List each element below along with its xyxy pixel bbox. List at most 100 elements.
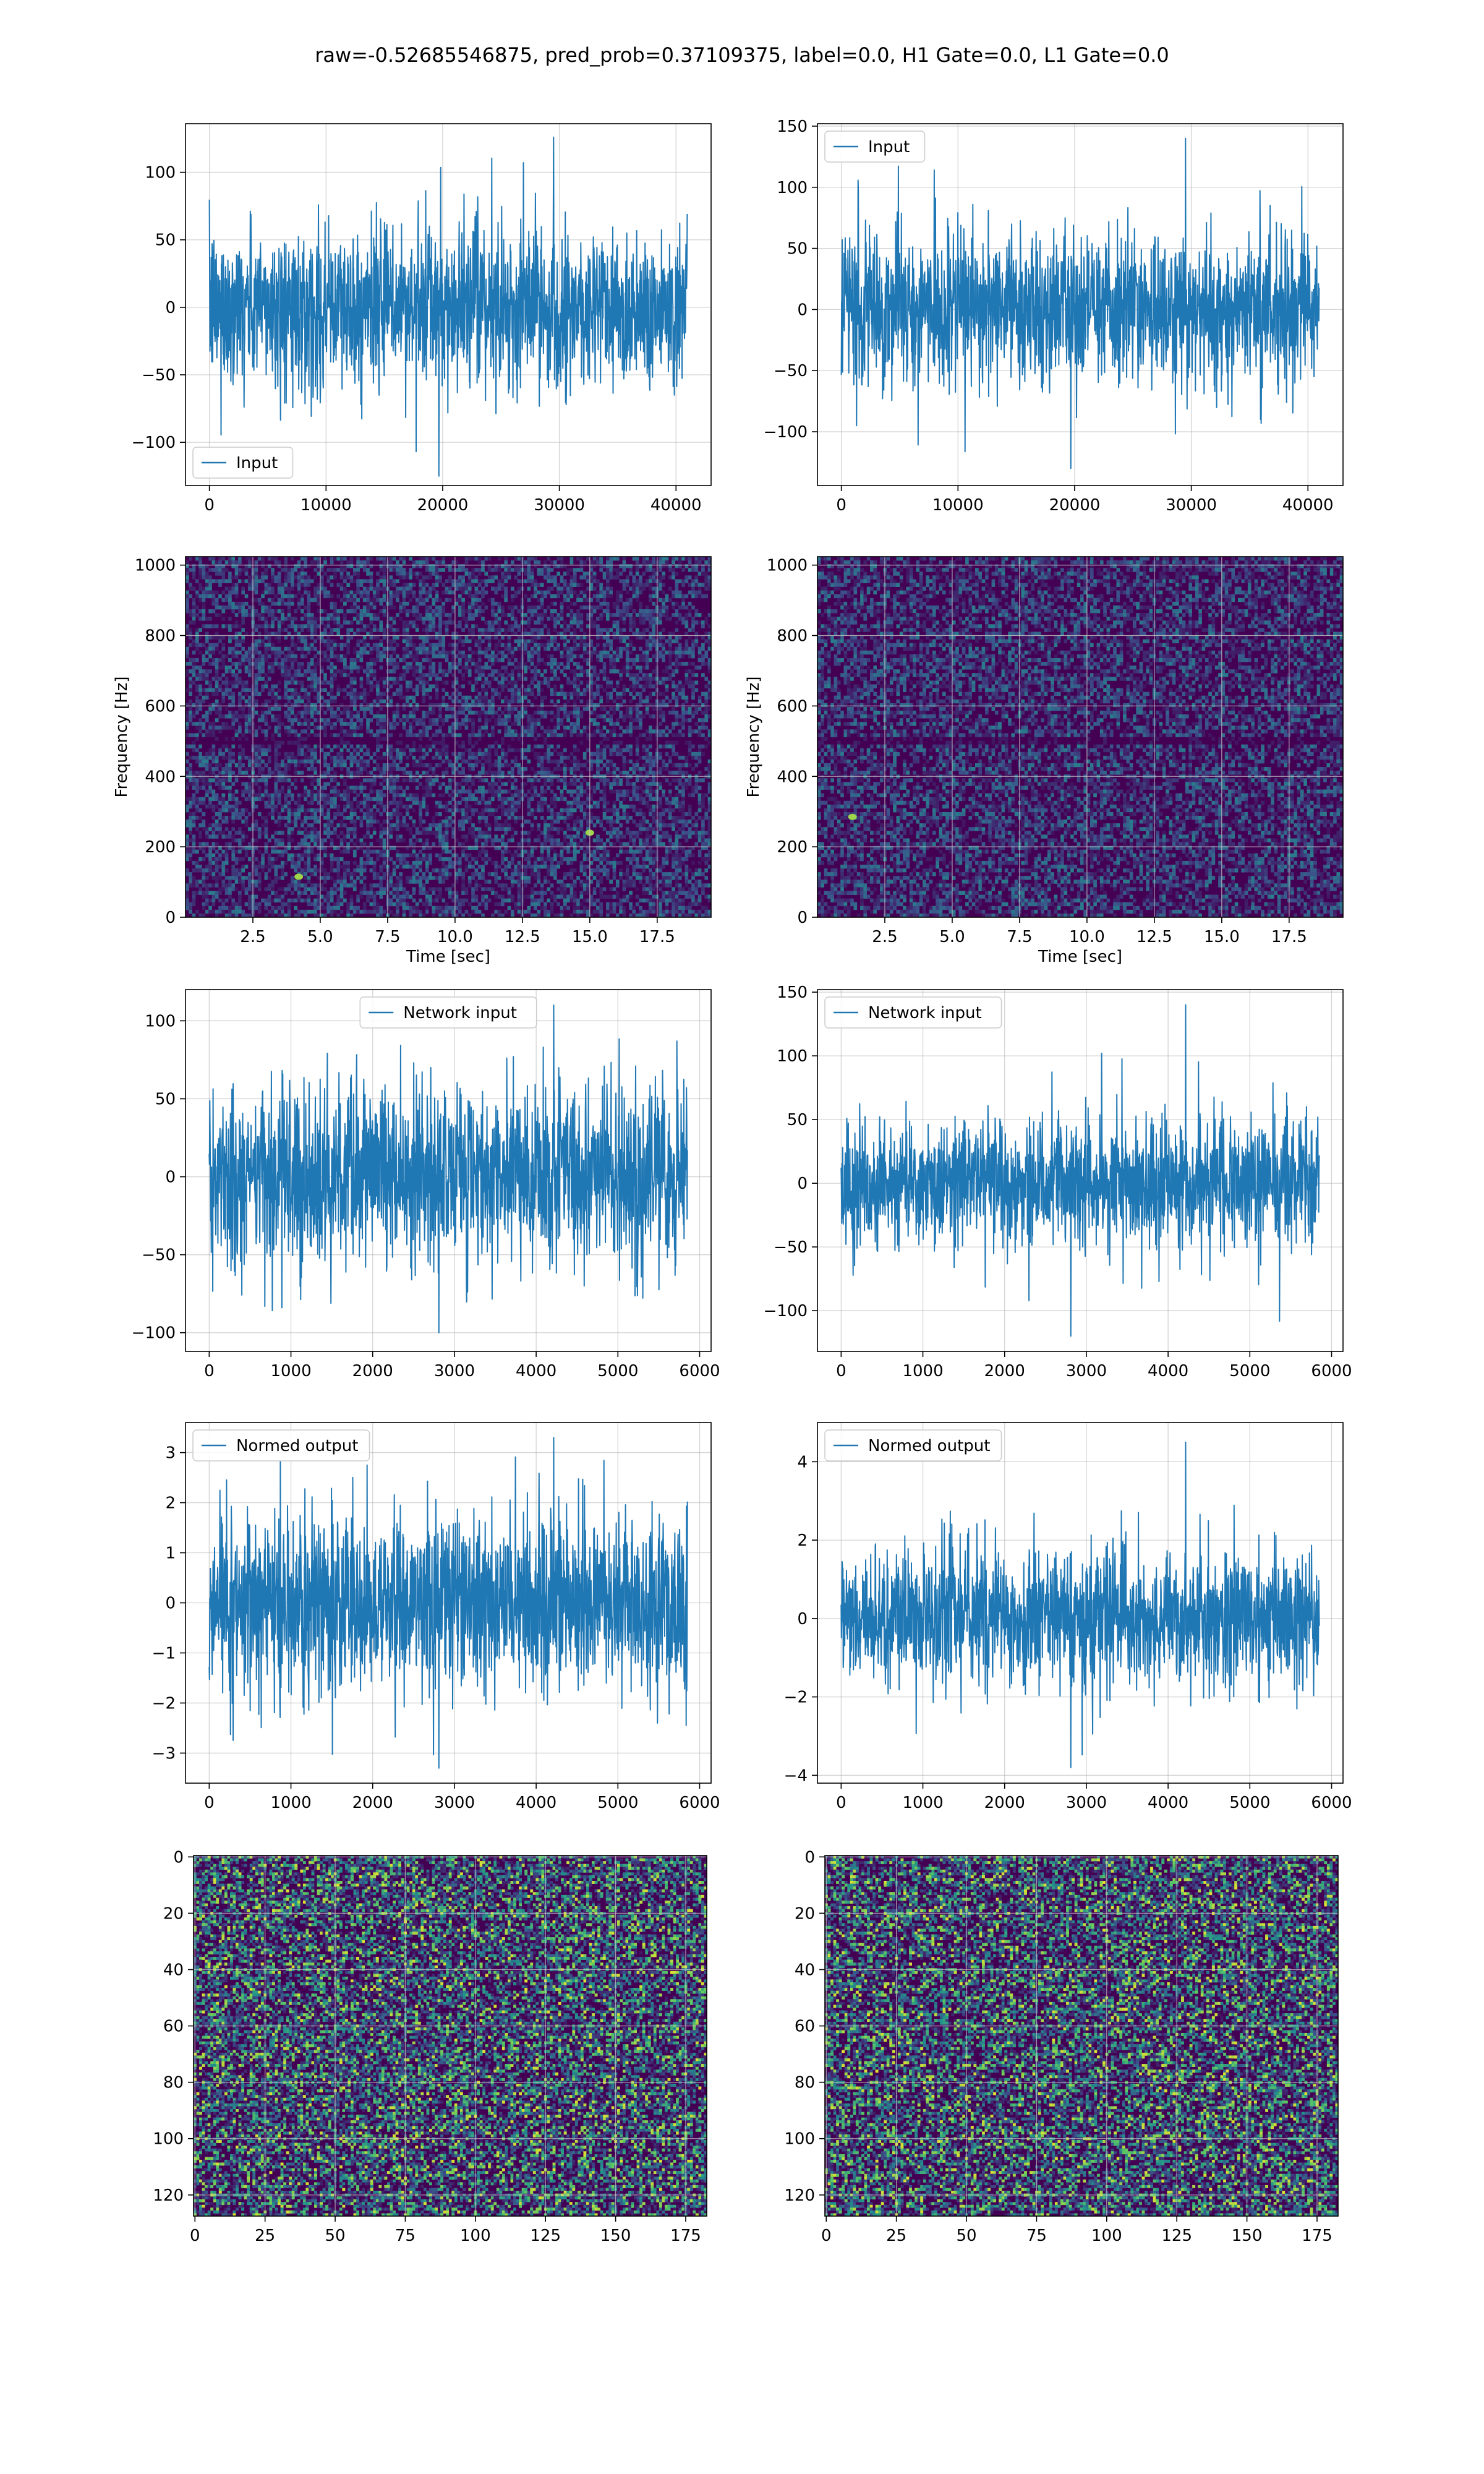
axes-frame xyxy=(817,989,1344,1352)
y-tick-label: −2 xyxy=(784,1689,808,1707)
x-tick-label: 150 xyxy=(1232,2227,1263,2245)
subplot-network-input-l1: 0 1000 2000 3000 4000 5000 6000 −100 −50 0 50 100 15… xyxy=(764,983,1352,1380)
x-tick-label: 0 xyxy=(836,1794,846,1812)
y-tick-label: −3 xyxy=(152,1744,176,1763)
x-tick-label: 40000 xyxy=(650,496,702,515)
y-tick-label: 400 xyxy=(145,768,176,786)
x-tick-label: 15.0 xyxy=(1204,928,1240,946)
subplot-spectrogram-h1: 2.5 5.0 7.5 10.0 12.5 15.0 17.5 0 200 400 600 800 10… xyxy=(113,556,712,966)
hot-spot xyxy=(294,873,304,880)
x-tick-label: 20000 xyxy=(417,496,469,515)
x-tick-label: 0 xyxy=(204,1362,215,1380)
axes-frame xyxy=(817,123,1344,486)
x-tick-label: 25 xyxy=(255,2227,275,2245)
figure-title: raw=-0.52685546875, pred_prob=0.37109375… xyxy=(315,43,1169,67)
x-tick-label: 2000 xyxy=(352,1362,393,1380)
x-tick-label: 4000 xyxy=(1148,1362,1188,1380)
x-tick-label: 50 xyxy=(325,2227,345,2245)
y-tick-label: 120 xyxy=(153,2186,184,2205)
plot-area xyxy=(817,124,1343,486)
subplot-normed-output-l1: 0 1000 2000 3000 4000 5000 6000 −4 −2 0 2 4 Normed o… xyxy=(784,1422,1352,1812)
x-tick-label: 20000 xyxy=(1049,496,1101,515)
y-tick-label: 0 xyxy=(173,1848,184,1867)
x-tick-label: 2.5 xyxy=(872,928,897,946)
y-tick-label: 1 xyxy=(165,1544,176,1563)
subplot-image-l1: 0 25 50 75 100 125 150 175 0 20 40 60 80 100 120 xyxy=(784,1848,1339,2245)
x-tick-label: 3000 xyxy=(1066,1362,1107,1380)
x-tick-label: 17.5 xyxy=(1271,928,1307,946)
legend: Normed output xyxy=(824,1429,1002,1462)
legend-label: Input xyxy=(868,138,910,156)
x-tick-label: 175 xyxy=(1302,2227,1333,2245)
x-tick-label: 50 xyxy=(956,2227,976,2245)
y-tick-label: −4 xyxy=(784,1766,808,1785)
y-tick-label: 60 xyxy=(163,2018,184,2036)
legend-label: Input xyxy=(236,454,278,473)
x-tick-label: 125 xyxy=(530,2227,561,2245)
y-tick-label: 80 xyxy=(795,2074,815,2092)
y-tick-label: −50 xyxy=(774,1238,808,1257)
x-tick-label: 3000 xyxy=(434,1362,475,1380)
axes-frame xyxy=(817,556,1344,918)
y-tick-label: 600 xyxy=(777,697,808,716)
x-tick-label: 7.5 xyxy=(375,928,400,946)
x-tick-label: 125 xyxy=(1161,2227,1192,2245)
legend: Network input xyxy=(824,996,1002,1029)
plot-area xyxy=(817,1423,1343,1783)
x-tick-label: 5.0 xyxy=(939,928,965,946)
y-tick-label: −100 xyxy=(764,1302,808,1320)
plot-area xyxy=(186,557,711,917)
y-tick-label: 4 xyxy=(797,1453,808,1471)
y-tick-label: 80 xyxy=(163,2074,184,2092)
x-tick-label: 6000 xyxy=(679,1794,720,1812)
x-tick-label: 1000 xyxy=(270,1794,311,1812)
y-tick-label: 0 xyxy=(797,1610,808,1629)
y-tick-label: 60 xyxy=(795,2018,815,2036)
y-tick-label: −50 xyxy=(142,366,176,385)
y-tick-label: 200 xyxy=(777,838,808,857)
x-tick-label: 5000 xyxy=(1229,1362,1270,1380)
y-tick-label: 800 xyxy=(145,627,176,646)
subplot-spectrogram-l1: 2.5 5.0 7.5 10.0 12.5 15.0 17.5 0 200 400 600 800 10… xyxy=(744,556,1344,966)
y-tick-label: 800 xyxy=(777,627,808,646)
y-tick-label: 50 xyxy=(787,240,808,259)
x-tick-label: 2000 xyxy=(984,1794,1025,1812)
plot-area xyxy=(817,990,1343,1351)
x-tick-label: 25 xyxy=(886,2227,906,2245)
x-tick-label: 0 xyxy=(190,2227,200,2245)
subplot-network-input-h1: 0 1000 2000 3000 4000 5000 6000 −100 −50 0 50 100 Ne… xyxy=(132,989,720,1380)
y-tick-label: 40 xyxy=(163,1961,184,1979)
x-tick-label: 30000 xyxy=(534,496,585,515)
x-tick-label: 100 xyxy=(1091,2227,1122,2245)
series-line xyxy=(840,137,1320,469)
y-tick-label: 2 xyxy=(165,1494,176,1513)
subplot-normed-output-h1: 0 1000 2000 3000 4000 5000 6000 −3 −2 −1 0 1 2 3 Norme… xyxy=(152,1422,720,1812)
x-tick-label: 5000 xyxy=(597,1362,638,1380)
y-tick-label: 100 xyxy=(777,179,808,197)
x-tick-label: 1000 xyxy=(270,1362,311,1380)
y-tick-label: 600 xyxy=(145,697,176,716)
y-tick-label: 0 xyxy=(797,909,808,927)
x-tick-label: 5000 xyxy=(1229,1794,1270,1812)
y-tick-label: 20 xyxy=(795,1904,815,1923)
y-tick-label: −100 xyxy=(764,423,808,442)
y-tick-label: −1 xyxy=(152,1644,176,1663)
legend: Normed output xyxy=(192,1429,370,1462)
y-tick-label: 100 xyxy=(145,1012,176,1030)
x-tick-label: 6000 xyxy=(679,1362,720,1380)
y-tick-label: 2 xyxy=(797,1531,808,1550)
x-tick-label: 1000 xyxy=(902,1362,943,1380)
y-tick-label: −2 xyxy=(152,1694,176,1713)
axes-frame xyxy=(185,556,712,918)
y-tick-label: −50 xyxy=(142,1246,176,1265)
series-line xyxy=(208,1004,688,1333)
x-tick-label: 4000 xyxy=(516,1794,556,1812)
series-line xyxy=(208,136,688,477)
axes-frame xyxy=(185,989,712,1352)
y-tick-label: 0 xyxy=(165,1594,176,1613)
x-tick-label: 0 xyxy=(821,2227,832,2245)
y-tick-label: 150 xyxy=(777,118,808,136)
x-tick-label: 75 xyxy=(1026,2227,1047,2245)
y-tick-label: 50 xyxy=(155,1090,176,1109)
